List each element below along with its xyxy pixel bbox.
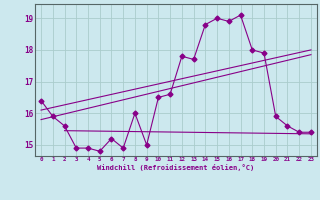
X-axis label: Windchill (Refroidissement éolien,°C): Windchill (Refroidissement éolien,°C) [97, 164, 255, 171]
